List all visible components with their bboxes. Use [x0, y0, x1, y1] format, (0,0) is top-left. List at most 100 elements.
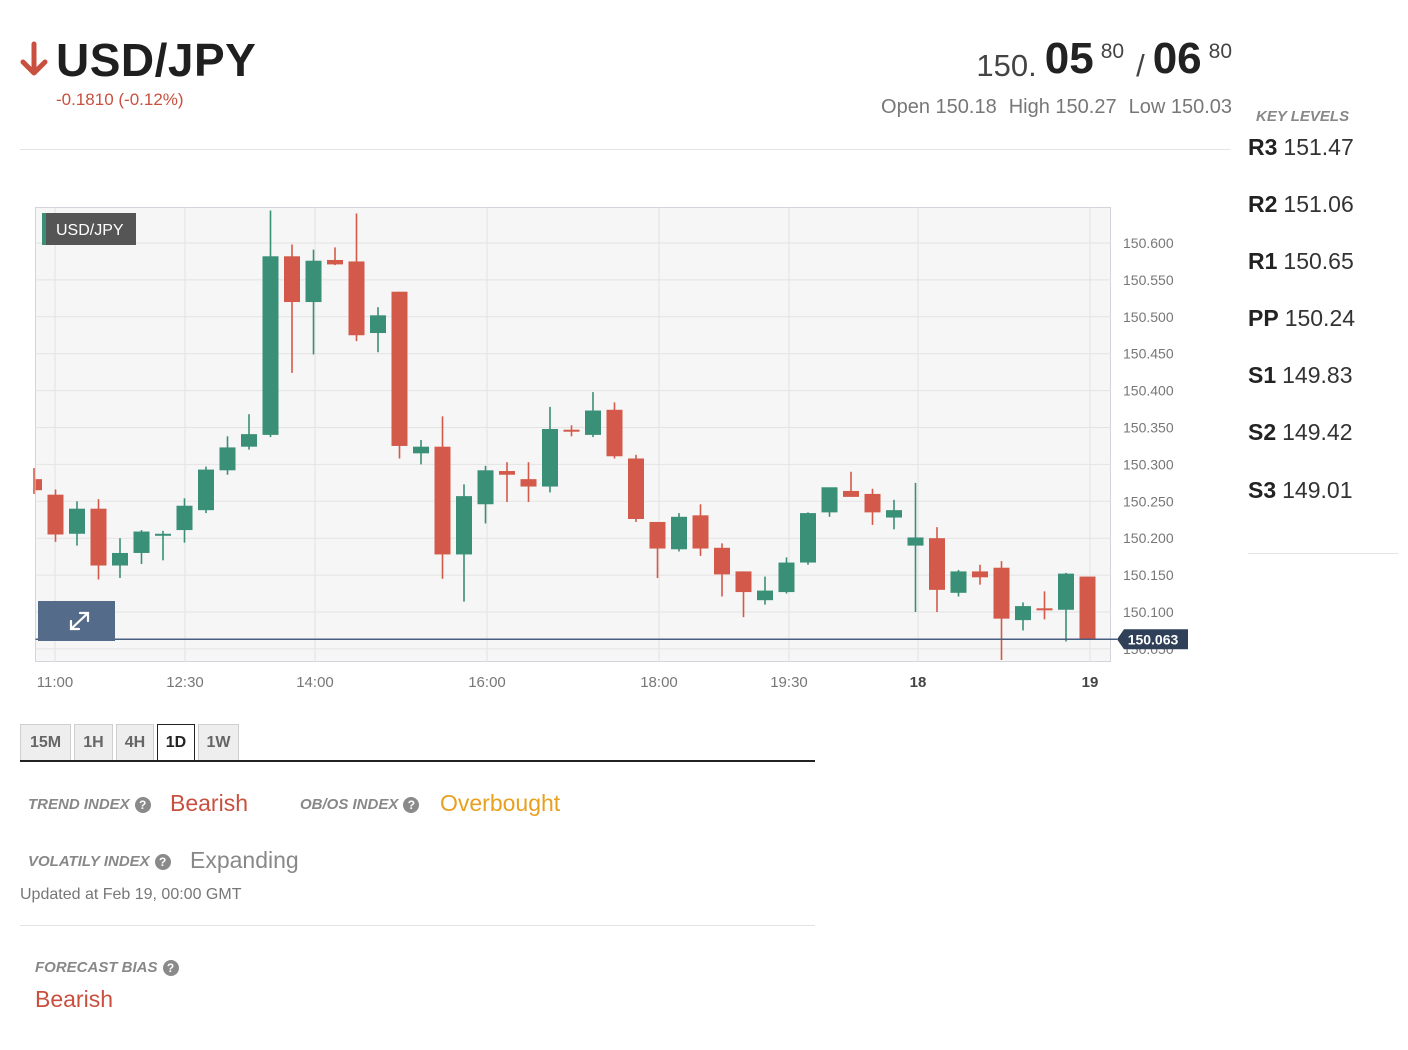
high-stat: High 150.27 [1008, 96, 1117, 118]
section-divider [20, 925, 815, 926]
key-level-s1: S1 149.83 [1248, 362, 1353, 389]
open-stat: Open 150.18 [881, 96, 997, 118]
candle [714, 543, 730, 597]
current-price-label: 150.063 [1128, 631, 1179, 647]
chart-symbol-badge: USD/JPY [42, 213, 136, 245]
key-level-value: 151.06 [1283, 191, 1354, 217]
candle-body [1015, 606, 1031, 621]
x-tick-label: 12:30 [166, 674, 204, 691]
candle-body [370, 315, 386, 334]
key-levels-divider [1248, 553, 1398, 554]
key-level-value: 151.47 [1283, 134, 1354, 160]
y-tick-label: 150.450 [1123, 346, 1174, 362]
key-level-name: S1 [1248, 362, 1277, 388]
candle-body [499, 471, 515, 475]
candle [47, 489, 64, 542]
y-tick-label: 150.300 [1123, 456, 1174, 472]
candle-body [821, 487, 838, 513]
price-chart[interactable]: 150.600 150.550 150.500 150.450 150.400 150.3… [0, 200, 1240, 700]
key-level-name: R3 [1248, 134, 1278, 160]
expand-icon [69, 611, 90, 631]
candle-body [800, 513, 816, 563]
candle [907, 482, 924, 612]
key-level-value: 149.83 [1282, 362, 1353, 388]
key-level-value: 150.24 [1284, 305, 1356, 331]
candle [993, 561, 1010, 660]
candle-body [714, 547, 730, 575]
y-tick-label: 150.550 [1123, 272, 1174, 288]
help-icon[interactable]: ? [403, 796, 420, 813]
candle [757, 576, 773, 605]
help-icon[interactable]: ? [134, 796, 151, 813]
candle [972, 564, 988, 585]
tab-1d[interactable]: 1D [157, 724, 195, 762]
key-level-value: 149.01 [1282, 477, 1353, 503]
tab-15m[interactable]: 15M [20, 724, 71, 761]
candle [950, 569, 967, 597]
forecast-bias-label: FORECAST BIAS? [35, 959, 179, 976]
candle-body [520, 479, 537, 487]
candle [198, 466, 214, 514]
trend-index-value: Bearish [170, 790, 248, 816]
candle-body [133, 531, 150, 553]
updated-timestamp: Updated at Feb 19, 00:00 GMT [20, 886, 242, 903]
expand-button[interactable] [38, 601, 115, 641]
key-level-name: R1 [1248, 248, 1278, 274]
candle-body [90, 508, 107, 566]
candle [90, 499, 107, 580]
candle [155, 530, 171, 561]
candle-body [112, 552, 128, 566]
candle [843, 471, 859, 497]
candle [348, 213, 365, 342]
candle-body [47, 494, 64, 535]
candle-body [69, 508, 85, 534]
candle [864, 488, 881, 525]
x-tick-label: 14:00 [296, 674, 334, 691]
candle-body [778, 562, 795, 593]
candle-body [284, 256, 300, 303]
candle-body [1058, 573, 1074, 610]
candle [800, 512, 816, 565]
y-tick-label: 150.200 [1123, 530, 1174, 546]
candle [477, 465, 494, 524]
candle [735, 571, 752, 618]
key-level-pp: PP 150.24 [1248, 305, 1355, 332]
candle [1058, 572, 1074, 642]
candle [671, 513, 687, 552]
candle [886, 499, 902, 530]
tab-1w[interactable]: 1W [198, 724, 239, 761]
tab-4h[interactable]: 4H [116, 724, 154, 761]
candle-body [972, 571, 988, 578]
candle-body [585, 410, 601, 435]
y-tick-label: 150.500 [1123, 309, 1174, 325]
candle-body [692, 515, 709, 549]
y-axis: 150.600 150.550 150.500 150.450 150.400 150.3… [1123, 235, 1174, 657]
x-tick-label: 11:00 [37, 674, 73, 691]
y-tick-label: 150.250 [1123, 493, 1174, 509]
help-icon[interactable]: ? [162, 959, 179, 976]
candle-body [1036, 608, 1053, 611]
candle [649, 521, 666, 579]
candle-body [327, 259, 343, 265]
candle [327, 247, 343, 266]
key-level-value: 149.42 [1282, 419, 1353, 445]
bid-prefix: 150. [976, 48, 1037, 83]
candle [133, 530, 150, 565]
key-level-name: S2 [1248, 419, 1277, 445]
candle [542, 406, 558, 493]
forecast-bias-label-text: FORECAST BIAS [35, 959, 158, 976]
pair-title: USD/JPY [56, 34, 257, 86]
candle [305, 249, 322, 355]
y-tick-label: 150.150 [1123, 567, 1174, 583]
candle-body [864, 493, 881, 513]
y-tick-label: 150.600 [1123, 235, 1174, 251]
header-divider [20, 149, 1230, 150]
tab-1h[interactable]: 1H [74, 724, 113, 761]
x-tick-label: 18:00 [640, 674, 678, 691]
help-icon[interactable]: ? [154, 853, 171, 870]
candle [241, 414, 257, 450]
candle [628, 454, 644, 522]
candle [1015, 602, 1031, 631]
candle [585, 392, 601, 438]
candle-body [735, 571, 752, 593]
